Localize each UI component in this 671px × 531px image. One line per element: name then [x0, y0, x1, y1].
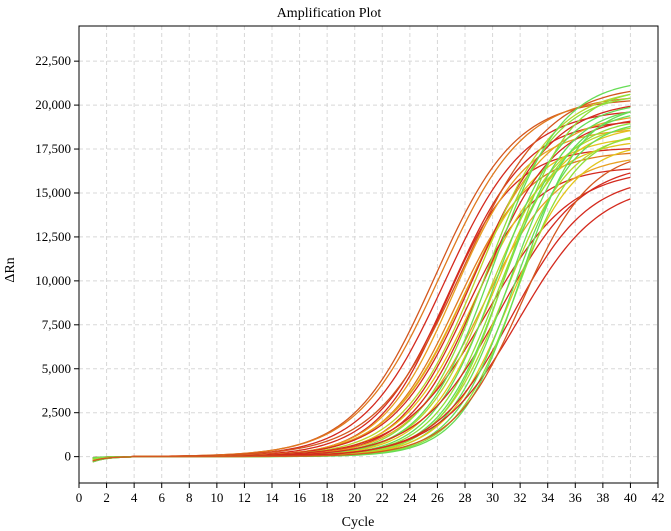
x-tick-label: 0 — [76, 490, 83, 505]
amplification-curve — [92, 186, 631, 460]
y-tick-label: 17,500 — [35, 141, 71, 156]
x-tick-label: 8 — [186, 490, 193, 505]
amplification-curve — [92, 136, 631, 460]
amplification-curve — [92, 176, 631, 459]
x-axis-title: Cycle — [342, 515, 375, 530]
x-tick-label: 14 — [266, 490, 280, 505]
x-tick-label: 20 — [348, 490, 361, 505]
y-axis-title: ΔRn — [3, 257, 18, 282]
x-tick-label: 42 — [652, 490, 665, 505]
amplification-curve — [92, 137, 631, 461]
y-tick-label: 2,500 — [42, 405, 71, 420]
y-tick-label: 10,000 — [35, 273, 71, 288]
y-tick-label: 12,500 — [35, 229, 71, 244]
amplification-curve — [92, 100, 631, 461]
x-tick-label: 10 — [210, 490, 223, 505]
x-tick-label: 12 — [238, 490, 251, 505]
amplification-curve — [92, 115, 631, 463]
x-tick-label: 18 — [321, 490, 334, 505]
y-tick-label: 7,500 — [42, 317, 71, 332]
y-tick-label: 0 — [65, 449, 72, 464]
amplification-curve — [92, 130, 631, 463]
x-tick-label: 36 — [569, 490, 583, 505]
amplification-curve — [92, 97, 631, 463]
x-tick-label: 26 — [431, 490, 445, 505]
y-tick-label: 15,000 — [35, 185, 71, 200]
x-tick-label: 6 — [158, 490, 165, 505]
x-tick-label: 16 — [293, 490, 307, 505]
x-tick-label: 34 — [541, 490, 555, 505]
amplification-curve — [92, 198, 631, 462]
y-tick-label: 22,500 — [35, 53, 71, 68]
x-tick-label: 24 — [403, 490, 417, 505]
x-tick-label: 28 — [459, 490, 472, 505]
amplification-curve — [92, 142, 631, 460]
grid-lines — [79, 26, 658, 483]
amplification-curve — [92, 148, 631, 461]
chart-title: Amplification Plot — [277, 6, 382, 21]
amplification-curve — [92, 160, 631, 462]
x-tick-label: 2 — [103, 490, 110, 505]
x-tick-label: 32 — [514, 490, 527, 505]
x-axis-ticks: 0 2 4 6 8 10 12 14 16 18 20 22 24 26 28 30 32 34 36 38 40 42 — [76, 483, 665, 505]
x-tick-label: 22 — [376, 490, 389, 505]
x-tick-label: 38 — [596, 490, 609, 505]
x-tick-label: 4 — [131, 490, 138, 505]
y-axis-ticks: 0 2,500 5,000 7,500 10,000 12,500 15,000 17,500… — [35, 53, 79, 464]
x-tick-label: 40 — [624, 490, 637, 505]
y-tick-label: 5,000 — [42, 361, 71, 376]
x-tick-label: 30 — [486, 490, 499, 505]
amplification-curve — [92, 138, 631, 463]
amplification-curve — [92, 117, 631, 460]
y-tick-label: 20,000 — [35, 97, 71, 112]
series-lines — [92, 84, 631, 463]
plot-frame — [78, 25, 659, 484]
